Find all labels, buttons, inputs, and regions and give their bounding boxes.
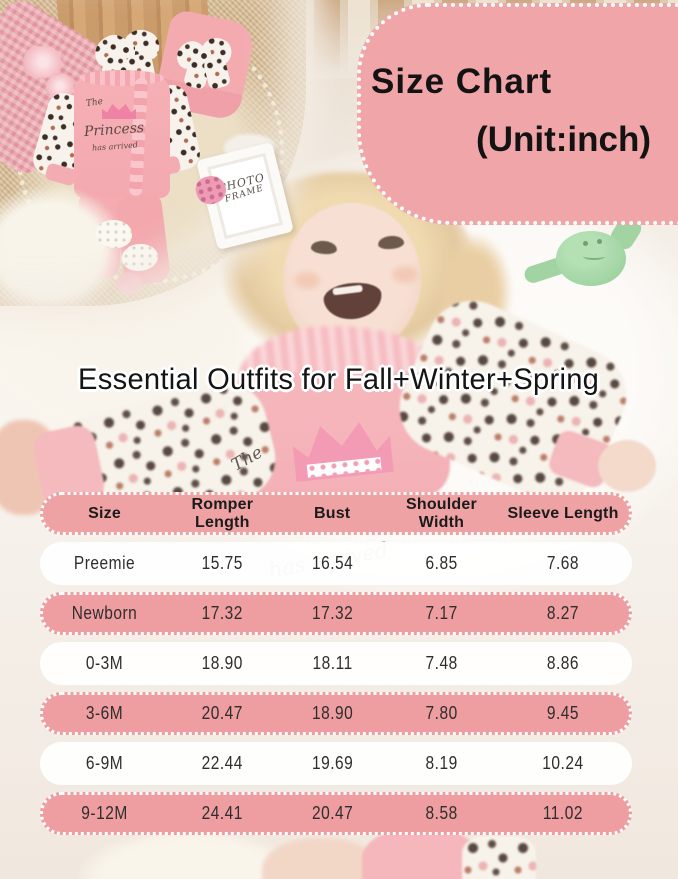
table-cell: 15.75 (201, 553, 243, 573)
table-cell: 20.47 (311, 803, 353, 823)
table-cell: 8.86 (546, 653, 580, 673)
romper-leg-pink (362, 830, 480, 879)
table-cell: 24.41 (201, 803, 243, 823)
table-cell: 8.19 (425, 753, 458, 773)
table-cell: 9.45 (546, 703, 580, 723)
baby-leg (262, 838, 380, 879)
badge-title: Size Chart (371, 62, 553, 101)
table-row-9-12m: 9-12M 24.41 20.47 8.58 11.02 (40, 792, 632, 835)
tagline: Essential Outfits for Fall+Winter+Spring (0, 363, 678, 397)
table-row-newborn: Newborn 17.32 17.32 7.17 8.27 (40, 592, 632, 635)
frog-toy-eye (583, 241, 588, 246)
baby-bootie (122, 244, 158, 271)
table-cell: 0-3M (85, 653, 124, 673)
table-cell: 7.68 (546, 553, 580, 573)
hat-bow-knot (198, 50, 211, 62)
table-cell: 18.90 (201, 653, 243, 673)
table-cell: 18.90 (311, 703, 353, 723)
table-cell: 18.11 (312, 653, 353, 673)
table-cell: 6.85 (425, 553, 458, 573)
table-cell: 9-12M (81, 803, 128, 823)
table-cell: 17.32 (201, 603, 243, 623)
baby-right-hand (598, 440, 656, 492)
column-header-romper-length: Romper Length (191, 495, 254, 531)
table-cell: 7.17 (425, 603, 458, 623)
table-cell: 20.47 (201, 703, 243, 723)
table-cell: 19.69 (311, 753, 353, 773)
column-header-size: Size (88, 504, 121, 522)
crown-print (102, 104, 136, 119)
frog-toy-eye (597, 239, 602, 244)
pompom (116, 272, 142, 295)
headband-bow-knot (120, 44, 135, 58)
flower (24, 46, 62, 78)
table-cell: 7.80 (425, 703, 458, 723)
table-header-row: Size Romper Length Bust Shoulder Width S… (40, 492, 632, 535)
table-cell: Newborn (71, 603, 138, 623)
table-cell: 17.32 (311, 603, 353, 623)
table-row-preemie: Preemie 15.75 16.54 6.85 7.68 (40, 542, 632, 585)
table-cell: 7.48 (425, 653, 458, 673)
pink-romper (74, 76, 170, 198)
table-cell: 6-9M (85, 753, 124, 773)
romper-leg-leopard (462, 836, 536, 879)
fur-patch (0, 186, 124, 306)
table-cell: 16.54 (311, 553, 353, 573)
romper-collar (80, 70, 164, 86)
table-row-0-3m: 0-3M 18.90 18.11 7.48 8.86 (40, 642, 632, 685)
table-row-6-9m: 6-9M 22.44 19.69 8.19 10.24 (40, 742, 632, 785)
column-header-shoulder-width: Shoulder Width (405, 495, 477, 531)
tagline-text: Essential Outfits for Fall+Winter+Spring (78, 363, 600, 396)
table-row-3-6m: 3-6M 20.47 18.90 7.80 9.45 (40, 692, 632, 735)
table-cell: 3-6M (85, 703, 124, 723)
table-cell: Preemie (73, 553, 136, 573)
table-cell: 10.24 (542, 753, 584, 773)
column-header-bust: Bust (313, 504, 351, 522)
table-cell: 22.44 (201, 753, 243, 773)
table-cell: 11.02 (542, 803, 584, 823)
frog-toy-mouth (583, 253, 605, 260)
size-chart-table: Size Romper Length Bust Shoulder Width S… (40, 492, 632, 842)
badge-unit: (Unit:inch) (476, 120, 651, 159)
size-chart-badge: Size Chart (Unit:inch) (357, 3, 678, 225)
baby-cheek (392, 266, 418, 283)
table-cell: 8.27 (546, 603, 580, 623)
inset-product-photo: The Princess has arrived (0, 0, 306, 306)
baby-bootie (96, 220, 132, 248)
column-header-sleeve-length: Sleeve Length (507, 504, 619, 522)
table-cell: 8.58 (425, 803, 458, 823)
